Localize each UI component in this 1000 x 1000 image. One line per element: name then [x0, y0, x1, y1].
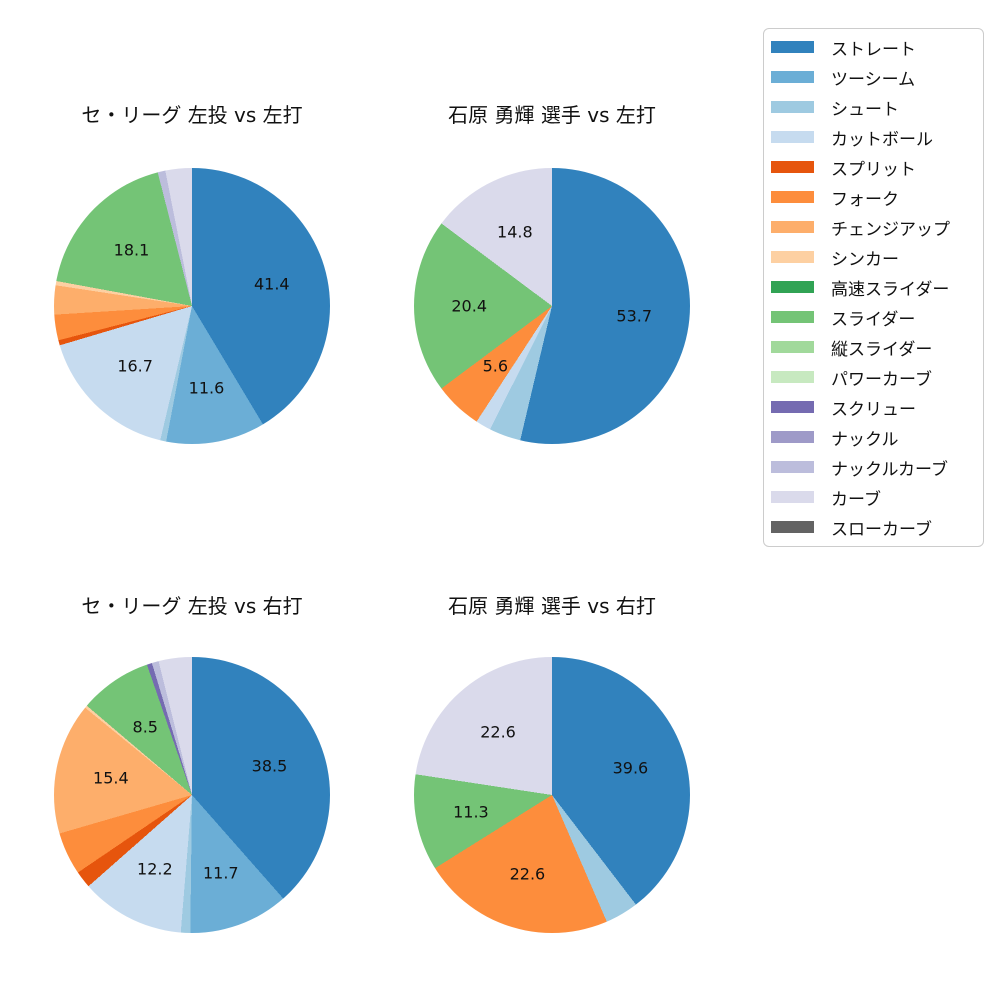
slice-value-label: 53.7 — [616, 306, 653, 326]
legend-swatch — [771, 401, 814, 413]
legend-label: カットボール — [831, 129, 933, 150]
legend-label: カーブ — [831, 489, 881, 510]
slice-value-label: 38.5 — [251, 756, 288, 776]
pie-chart-ishihara-vs-lhb: 53.7 5.6 20.4 14.8 — [414, 168, 690, 444]
slice-value-label: 39.6 — [612, 758, 649, 778]
slice-value-label: 14.8 — [497, 222, 533, 242]
slice-value-label: 22.6 — [509, 864, 546, 884]
legend-item: ストレート — [764, 32, 983, 62]
legend-label: シンカー — [831, 249, 899, 270]
legend-swatch — [771, 341, 814, 353]
legend-swatch — [771, 251, 814, 263]
legend-swatch — [771, 521, 814, 533]
legend-swatch — [771, 191, 814, 203]
legend-label: 高速スライダー — [831, 279, 950, 300]
legend-swatch — [771, 281, 814, 293]
legend-swatch — [771, 461, 814, 473]
legend-item: フォーク — [764, 182, 983, 212]
legend-item: スライダー — [764, 302, 983, 332]
legend-swatch — [771, 371, 814, 383]
legend-label: ナックル — [831, 429, 899, 450]
legend-label: スローカーブ — [831, 519, 932, 540]
legend-item: 高速スライダー — [764, 272, 983, 302]
legend-label: スプリット — [831, 159, 916, 180]
legend-label: フォーク — [831, 189, 899, 210]
legend-swatch — [771, 311, 814, 323]
legend-item: ナックルカーブ — [764, 452, 983, 482]
slice-value-label: 18.1 — [113, 240, 150, 259]
pie-chart-ce-league-lhp-vs-rhb: 38.5 11.7 12.2 15.4 8.5 — [54, 657, 330, 933]
legend-label: スライダー — [831, 309, 916, 330]
legend-item: パワーカーブ — [764, 362, 983, 392]
legend-item: シュート — [764, 92, 983, 122]
legend-label: シュート — [831, 99, 899, 120]
pie-chart-ce-league-lhp-vs-lhb: 41.4 11.6 16.7 18.1 — [54, 168, 330, 444]
legend-swatch — [771, 221, 814, 233]
legend-item: カットボール — [764, 122, 983, 152]
legend-item: シンカー — [764, 242, 983, 272]
legend-item: チェンジアップ — [764, 212, 983, 242]
slice-value-label: 11.7 — [202, 863, 239, 883]
legend-label: パワーカーブ — [831, 369, 932, 390]
slice-value-label: 22.6 — [480, 722, 516, 742]
chart-title-ce-league-lhp-vs-lhb: セ・リーグ 左投 vs 左打 — [81, 103, 303, 127]
chart-title-ishihara-vs-lhb: 石原 勇輝 選手 vs 左打 — [448, 103, 656, 127]
legend-swatch — [771, 161, 814, 173]
legend-item: ナックル — [764, 422, 983, 452]
chart-title-ishihara-vs-rhb: 石原 勇輝 選手 vs 右打 — [448, 594, 656, 618]
slice-value-label: 16.7 — [117, 356, 153, 376]
legend-swatch — [771, 41, 814, 53]
legend-swatch — [771, 101, 814, 113]
legend-label: 縦スライダー — [831, 339, 933, 360]
legend-swatch — [771, 491, 814, 503]
legend-swatch — [771, 431, 814, 443]
slice-value-label: 12.2 — [137, 859, 173, 879]
legend-swatch — [771, 71, 814, 83]
chart-title-ce-league-lhp-vs-rhb: セ・リーグ 左投 vs 右打 — [81, 594, 303, 618]
pie-chart-ishihara-vs-rhb: 39.6 22.6 11.3 22.6 — [414, 657, 690, 933]
legend-label: チェンジアップ — [831, 219, 950, 240]
slice-value-label: 11.3 — [453, 802, 489, 822]
legend-item: カーブ — [764, 482, 983, 512]
legend-item: ツーシーム — [764, 62, 983, 92]
legend-item: スプリット — [764, 152, 983, 182]
legend-label: ツーシーム — [831, 69, 916, 90]
slice-value-label: 11.6 — [188, 378, 225, 398]
legend-label: スクリュー — [831, 399, 916, 420]
slice-value-label: 15.4 — [93, 768, 129, 788]
slice-value-label: 8.5 — [132, 717, 158, 737]
legend-label: ストレート — [831, 39, 916, 60]
legend-item: スローカーブ — [764, 512, 983, 542]
slice-value-label: 41.4 — [253, 274, 290, 294]
legend-label: ナックルカーブ — [831, 459, 948, 480]
legend-item: スクリュー — [764, 392, 983, 422]
legend-item: 縦スライダー — [764, 332, 983, 362]
slice-value-label: 5.6 — [482, 356, 509, 376]
pitch-type-legend: ストレートツーシームシュートカットボール スプリットフォークチェンジアップ シンカー… — [763, 28, 984, 547]
slice-value-label: 20.4 — [451, 296, 487, 316]
legend-swatch — [771, 131, 814, 143]
